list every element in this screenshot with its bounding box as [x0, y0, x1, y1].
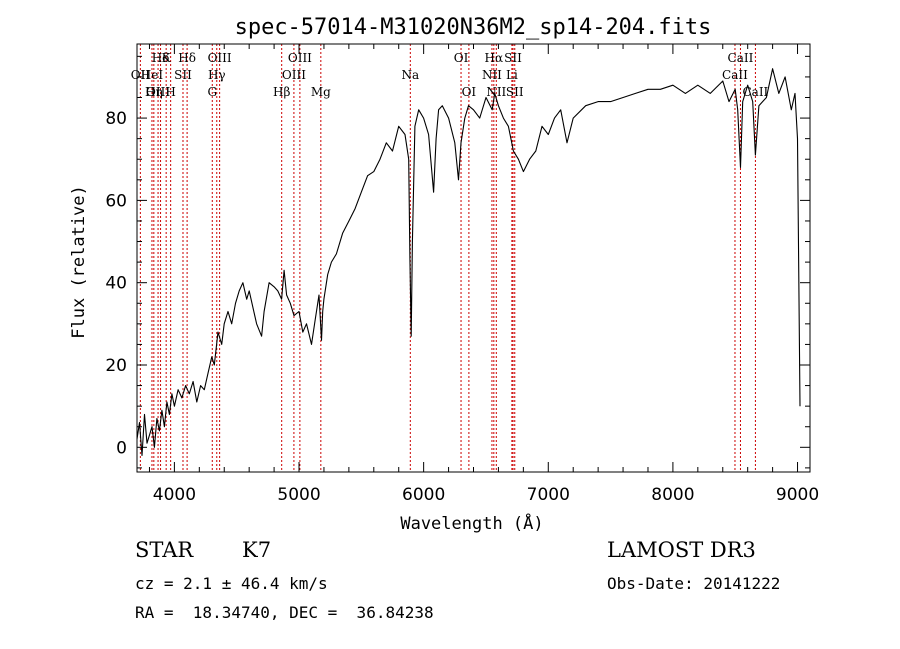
spectral-line-label: Hβ: [273, 85, 290, 99]
subclass-label: K7: [242, 538, 272, 562]
spectral-line-label: NII: [486, 85, 506, 99]
class-label: STAR: [135, 538, 194, 562]
flux-series-line: [136, 68, 801, 457]
spectral-line-label: Hη: [145, 85, 163, 99]
cz-text: cz = 2.1 ± 46.4 km/s: [135, 574, 328, 593]
y-axis-label: Flux (relative): [69, 185, 89, 339]
spectral-line-label: Hδ: [178, 51, 196, 65]
spectral-line-label: Hδ: [152, 51, 170, 65]
x-tick-label: 8000: [651, 485, 694, 505]
x-tick-label: 5000: [277, 485, 320, 505]
chart-title: spec-57014-M31020N36M2_sp14-204.fits: [235, 15, 712, 40]
spectral-line-label: OIII: [288, 51, 312, 65]
y-tick-label: 20: [105, 356, 127, 376]
spectral-line-label: SII: [504, 51, 522, 65]
spectral-line-label: OIII: [208, 51, 232, 65]
spectral-line-label: H: [165, 85, 175, 99]
spectral-line-label: HeI: [141, 68, 164, 82]
y-tick-label: 0: [116, 438, 127, 458]
spectral-line-label: G: [207, 85, 217, 99]
x-tick-label: 4000: [153, 485, 196, 505]
plot-frame: [136, 43, 811, 473]
spectral-line-label: SII: [174, 68, 192, 82]
y-tick-label: 60: [105, 191, 127, 211]
spectral-line-label: OII: [131, 68, 151, 82]
obs-date-text: Obs-Date: 20141222: [607, 574, 781, 593]
x-axis-label: Wavelength (Å): [400, 512, 543, 534]
spectral-line-label: SII: [506, 85, 524, 99]
spectral-line-label: OI: [454, 51, 469, 65]
survey-label: LAMOST DR3: [607, 538, 756, 562]
spectral-line-label: Hγ: [208, 68, 226, 82]
y-tick-label: 40: [105, 274, 127, 294]
x-axis-ticks: 4000 5000 6000 7000 8000 9000: [148, 44, 819, 505]
x-tick-label: 9000: [776, 485, 819, 505]
x-tick-label: 7000: [527, 485, 570, 505]
spectral-line-label: OIII: [146, 85, 170, 99]
spectral-line-label: Mg: [311, 85, 331, 99]
spectral-line-markers: [139, 44, 756, 472]
spectral-line-label: NII: [482, 68, 502, 82]
y-axis-ticks: 0 20 40 60 80: [105, 55, 810, 469]
spectral-line-label: OI: [462, 85, 477, 99]
x-tick-label: 6000: [402, 485, 445, 505]
spectral-line-label: Li: [506, 68, 518, 82]
coordinates-text: RA = 18.34740, DEC = 36.84238: [135, 603, 434, 622]
spectral-line-label: Hα: [485, 51, 504, 65]
spectral-line-label: CaII: [742, 85, 768, 99]
spectral-line-label: CaII: [728, 51, 754, 65]
spectral-line-label: CaII: [722, 68, 748, 82]
spectral-line-label: K: [162, 51, 172, 65]
spectral-line-label: OIII: [282, 68, 306, 82]
spectral-line-label: Na: [401, 68, 419, 82]
y-tick-label: 80: [105, 109, 127, 129]
